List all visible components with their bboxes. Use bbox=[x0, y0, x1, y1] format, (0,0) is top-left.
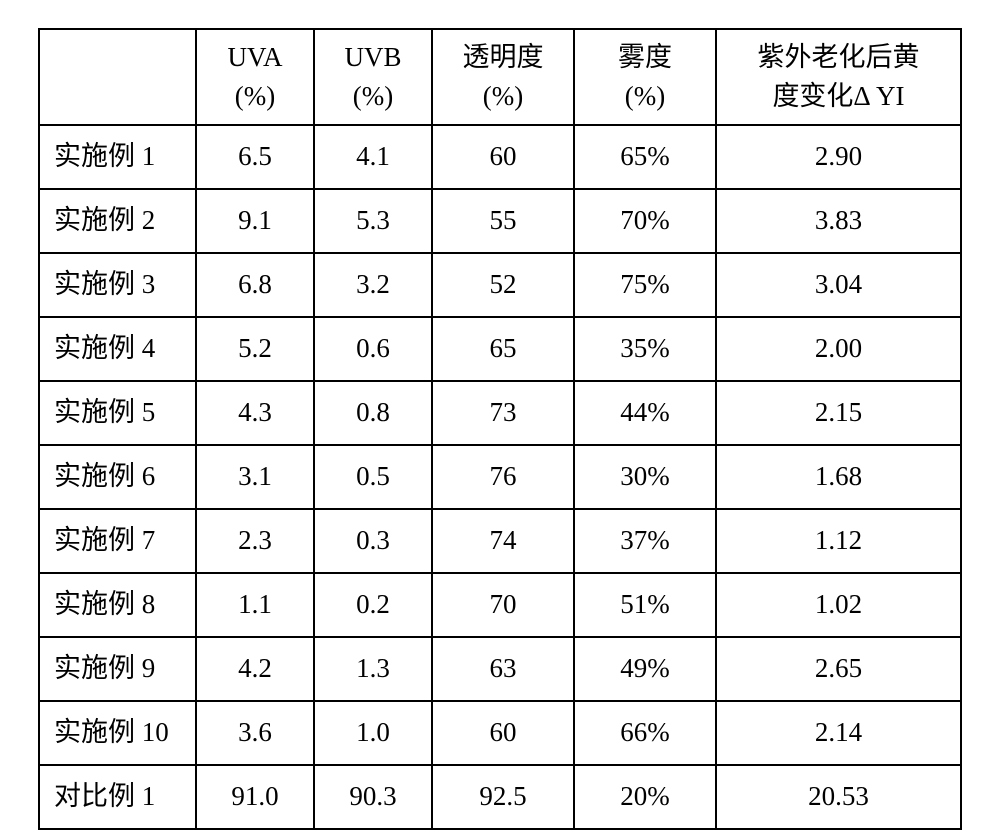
cell-haze: 20% bbox=[574, 765, 716, 829]
cell-dyi: 20.53 bbox=[716, 765, 961, 829]
cell-label: 实施例 6 bbox=[39, 445, 196, 509]
cell-label: 实施例 10 bbox=[39, 701, 196, 765]
cell-uvb: 0.8 bbox=[314, 381, 432, 445]
cell-dyi: 2.90 bbox=[716, 125, 961, 189]
header-text: (%) bbox=[483, 81, 523, 111]
cell-uva: 2.3 bbox=[196, 509, 314, 573]
cell-uva: 4.3 bbox=[196, 381, 314, 445]
cell-uva: 1.1 bbox=[196, 573, 314, 637]
cell-haze: 44% bbox=[574, 381, 716, 445]
header-cell-dyi: 紫外老化后黄 度变化Δ YI bbox=[716, 29, 961, 125]
header-text: UVB bbox=[344, 42, 401, 72]
cell-uva: 6.8 bbox=[196, 253, 314, 317]
header-text: (%) bbox=[353, 81, 393, 111]
cell-uva: 6.5 bbox=[196, 125, 314, 189]
cell-uvb: 0.2 bbox=[314, 573, 432, 637]
cell-label: 实施例 5 bbox=[39, 381, 196, 445]
cell-uvb: 4.1 bbox=[314, 125, 432, 189]
cell-uva: 5.2 bbox=[196, 317, 314, 381]
cell-uvb: 1.3 bbox=[314, 637, 432, 701]
cell-uva: 91.0 bbox=[196, 765, 314, 829]
cell-dyi: 2.00 bbox=[716, 317, 961, 381]
table-row: 对比例 1 91.0 90.3 92.5 20% 20.53 bbox=[39, 765, 961, 829]
cell-dyi: 3.83 bbox=[716, 189, 961, 253]
cell-clarity: 60 bbox=[432, 125, 574, 189]
header-text: (%) bbox=[625, 81, 665, 111]
cell-dyi: 1.68 bbox=[716, 445, 961, 509]
cell-label: 实施例 4 bbox=[39, 317, 196, 381]
cell-label: 实施例 2 bbox=[39, 189, 196, 253]
table-row: 实施例 4 5.2 0.6 65 35% 2.00 bbox=[39, 317, 961, 381]
table-header: UVA (%) UVB (%) 透明度 (%) bbox=[39, 29, 961, 125]
cell-haze: 51% bbox=[574, 573, 716, 637]
table-body: 实施例 1 6.5 4.1 60 65% 2.90 实施例 2 9.1 5.3 … bbox=[39, 125, 961, 829]
cell-haze: 35% bbox=[574, 317, 716, 381]
cell-clarity: 60 bbox=[432, 701, 574, 765]
table-row: 实施例 1 6.5 4.1 60 65% 2.90 bbox=[39, 125, 961, 189]
cell-dyi: 2.14 bbox=[716, 701, 961, 765]
table-row: 实施例 6 3.1 0.5 76 30% 1.68 bbox=[39, 445, 961, 509]
header-cell-label bbox=[39, 29, 196, 125]
cell-uva: 4.2 bbox=[196, 637, 314, 701]
cell-clarity: 74 bbox=[432, 509, 574, 573]
table-row: 实施例 9 4.2 1.3 63 49% 2.65 bbox=[39, 637, 961, 701]
cell-dyi: 1.02 bbox=[716, 573, 961, 637]
cell-dyi: 2.15 bbox=[716, 381, 961, 445]
cell-label: 实施例 1 bbox=[39, 125, 196, 189]
page: UVA (%) UVB (%) 透明度 (%) bbox=[0, 0, 1000, 835]
header-text: 雾度 bbox=[618, 42, 672, 72]
cell-label: 实施例 8 bbox=[39, 573, 196, 637]
cell-haze: 49% bbox=[574, 637, 716, 701]
cell-label: 实施例 9 bbox=[39, 637, 196, 701]
cell-uvb: 90.3 bbox=[314, 765, 432, 829]
header-text: 度变化Δ YI bbox=[772, 81, 904, 111]
cell-clarity: 52 bbox=[432, 253, 574, 317]
cell-haze: 66% bbox=[574, 701, 716, 765]
cell-uvb: 0.6 bbox=[314, 317, 432, 381]
header-text: 透明度 bbox=[463, 42, 544, 72]
table-row: 实施例 7 2.3 0.3 74 37% 1.12 bbox=[39, 509, 961, 573]
table-row: 实施例 5 4.3 0.8 73 44% 2.15 bbox=[39, 381, 961, 445]
header-cell-clarity: 透明度 (%) bbox=[432, 29, 574, 125]
header-text: 紫外老化后黄 bbox=[758, 42, 920, 72]
table-row: 实施例 10 3.6 1.0 60 66% 2.14 bbox=[39, 701, 961, 765]
cell-clarity: 65 bbox=[432, 317, 574, 381]
cell-clarity: 73 bbox=[432, 381, 574, 445]
header-cell-haze: 雾度 (%) bbox=[574, 29, 716, 125]
cell-clarity: 92.5 bbox=[432, 765, 574, 829]
header-cell-uva: UVA (%) bbox=[196, 29, 314, 125]
cell-dyi: 1.12 bbox=[716, 509, 961, 573]
cell-uva: 3.6 bbox=[196, 701, 314, 765]
cell-uva: 9.1 bbox=[196, 189, 314, 253]
header-row: UVA (%) UVB (%) 透明度 (%) bbox=[39, 29, 961, 125]
header-cell-uvb: UVB (%) bbox=[314, 29, 432, 125]
cell-uvb: 3.2 bbox=[314, 253, 432, 317]
cell-haze: 70% bbox=[574, 189, 716, 253]
cell-uvb: 0.5 bbox=[314, 445, 432, 509]
cell-clarity: 76 bbox=[432, 445, 574, 509]
table-row: 实施例 3 6.8 3.2 52 75% 3.04 bbox=[39, 253, 961, 317]
cell-dyi: 2.65 bbox=[716, 637, 961, 701]
cell-haze: 75% bbox=[574, 253, 716, 317]
data-table: UVA (%) UVB (%) 透明度 (%) bbox=[38, 28, 962, 830]
table-row: 实施例 2 9.1 5.3 55 70% 3.83 bbox=[39, 189, 961, 253]
cell-uva: 3.1 bbox=[196, 445, 314, 509]
cell-haze: 30% bbox=[574, 445, 716, 509]
cell-uvb: 0.3 bbox=[314, 509, 432, 573]
cell-clarity: 70 bbox=[432, 573, 574, 637]
cell-label: 实施例 3 bbox=[39, 253, 196, 317]
cell-clarity: 63 bbox=[432, 637, 574, 701]
header-text: (%) bbox=[235, 81, 275, 111]
header-text: UVA bbox=[227, 42, 282, 72]
cell-label: 实施例 7 bbox=[39, 509, 196, 573]
cell-clarity: 55 bbox=[432, 189, 574, 253]
table-row: 实施例 8 1.1 0.2 70 51% 1.02 bbox=[39, 573, 961, 637]
cell-haze: 65% bbox=[574, 125, 716, 189]
cell-uvb: 1.0 bbox=[314, 701, 432, 765]
cell-haze: 37% bbox=[574, 509, 716, 573]
cell-label: 对比例 1 bbox=[39, 765, 196, 829]
cell-dyi: 3.04 bbox=[716, 253, 961, 317]
cell-uvb: 5.3 bbox=[314, 189, 432, 253]
